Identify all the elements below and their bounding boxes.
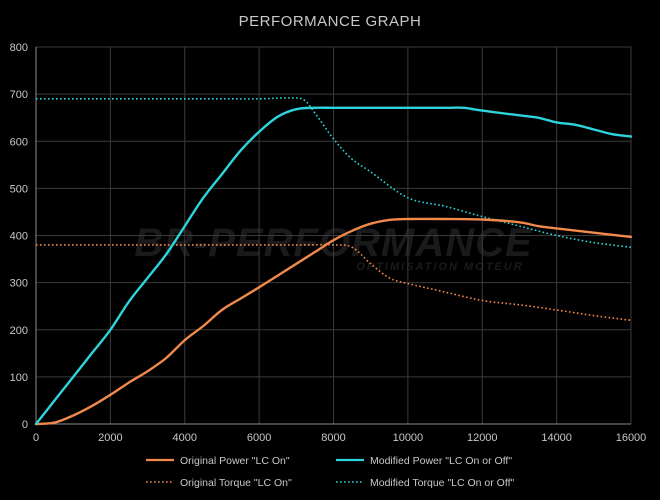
x-tick-label: 2000 — [98, 432, 122, 444]
x-tick-label: 16000 — [616, 432, 647, 444]
gridlines — [36, 46, 632, 424]
series-line-3 — [36, 243, 632, 322]
x-tick-label: 0 — [33, 432, 39, 444]
chart-title: PERFORMANCE GRAPH — [239, 13, 422, 30]
series-line-4 — [36, 97, 632, 249]
y-tick-label: 200 — [10, 325, 28, 337]
legend-label: Modified Torque "LC On or Off" — [370, 477, 514, 489]
x-tick-label: 4000 — [173, 432, 197, 444]
y-tick-label: 800 — [10, 42, 28, 54]
legend-label: Modified Power "LC On or Off" — [370, 455, 512, 467]
series-line-2 — [34, 106, 633, 426]
y-tick-label: 700 — [10, 89, 28, 101]
y-tick-label: 0 — [22, 419, 28, 431]
x-tick-label: 8000 — [321, 432, 345, 444]
series-lines — [34, 97, 633, 426]
series-line-1 — [34, 217, 633, 426]
y-tick-label: 300 — [10, 278, 28, 290]
y-tick-label: 600 — [10, 136, 28, 148]
x-tick-label: 14000 — [541, 432, 572, 444]
x-tick-label: 12000 — [467, 432, 498, 444]
y-tick-label: 100 — [10, 372, 28, 384]
legend: Original Power "LC On" Modified Power "LC… — [146, 455, 514, 489]
legend-label: Original Torque "LC On" — [180, 477, 292, 489]
y-tick-label: 400 — [10, 231, 28, 243]
x-tick-label: 6000 — [247, 432, 271, 444]
watermark-subtext: OPTIMISATION MOTEUR — [356, 261, 523, 273]
y-tick-label: 500 — [10, 183, 28, 195]
legend-label: Original Power "LC On" — [180, 455, 290, 467]
x-tick-label: 10000 — [393, 432, 424, 444]
